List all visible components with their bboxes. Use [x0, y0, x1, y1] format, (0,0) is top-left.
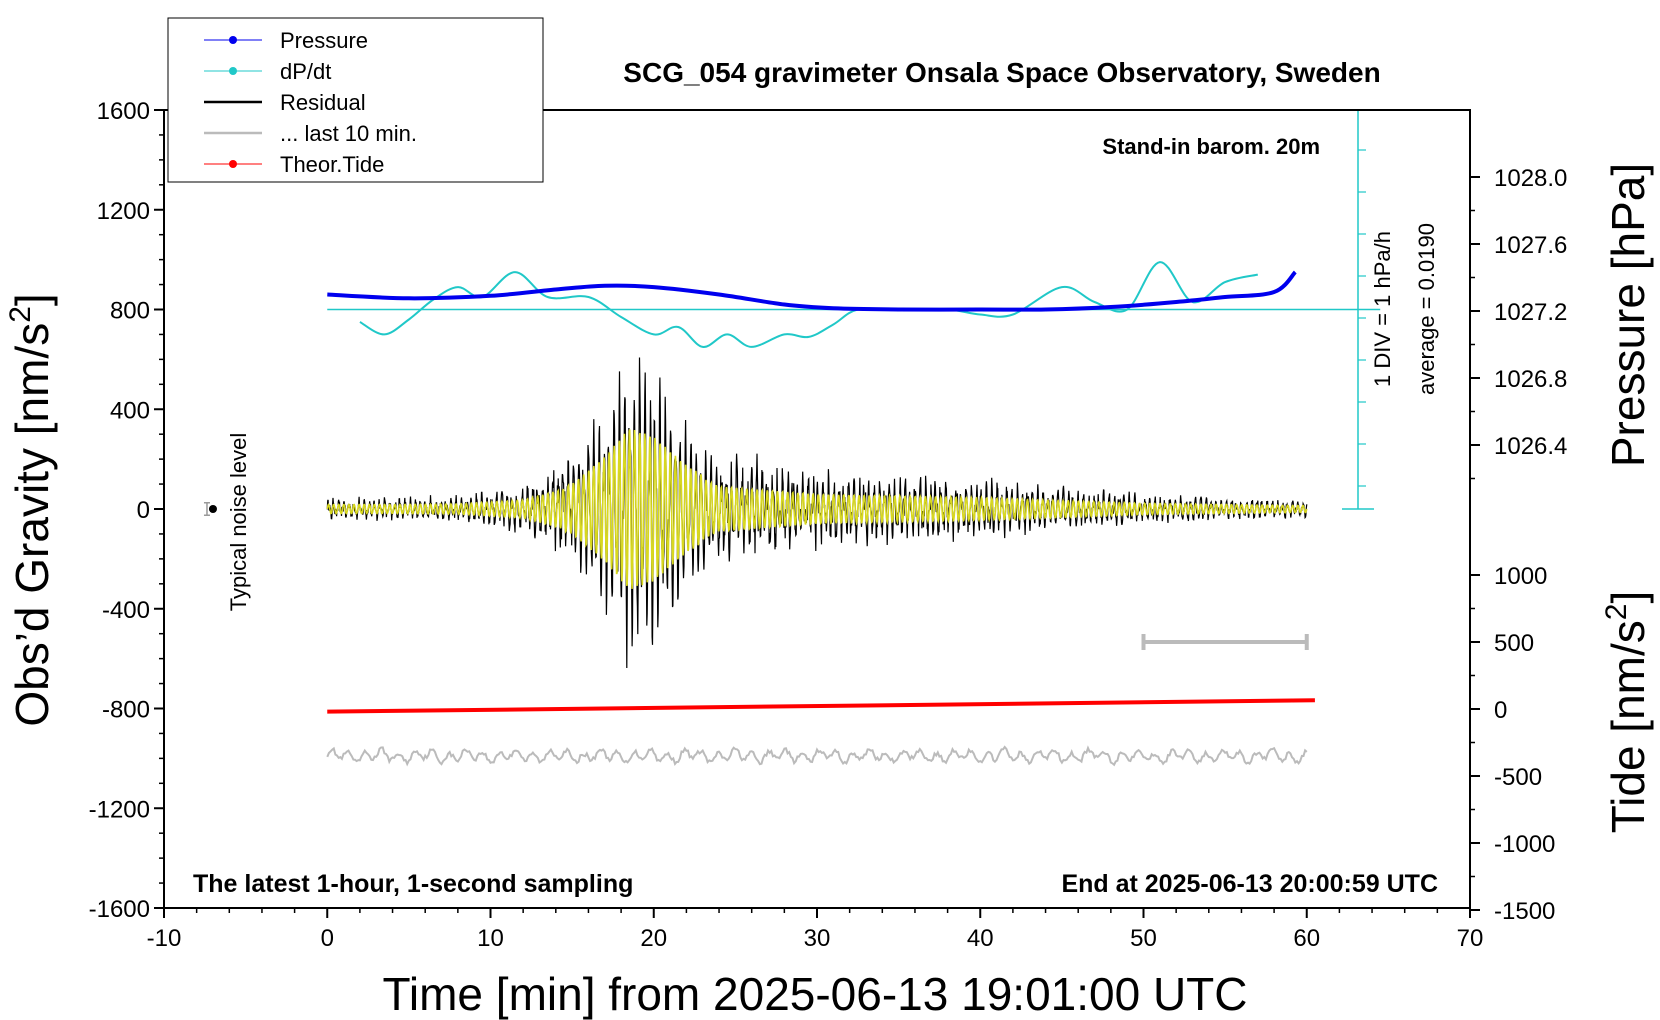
end-time-note: End at 2025-06-13 20:00:59 UTC [1061, 870, 1438, 898]
y-tick-label: -400 [102, 597, 150, 624]
x-tick-label: 50 [1130, 925, 1157, 952]
legend-item: ... last 10 min. [204, 121, 417, 146]
pressure-line [327, 270, 1297, 312]
legend-item: Pressure [204, 28, 368, 53]
noise-level-label: Typical noise level [226, 433, 251, 612]
sampling-note: The latest 1-hour, 1-second sampling [193, 870, 633, 898]
filtered-residual-line [326, 429, 1308, 589]
legend-box [167, 17, 544, 183]
x-tick-label: 70 [1457, 925, 1484, 952]
x-tick-label: 20 [640, 925, 667, 952]
y-tick-label: 800 [110, 298, 150, 325]
legend-marker [229, 67, 237, 75]
last-10-min-trace [326, 745, 1308, 767]
x-tick-label: 10 [477, 925, 504, 952]
legend-item: Residual [204, 90, 366, 115]
y-axis-label-tide: Tide [nm/s2] [1600, 591, 1654, 834]
y-axis-label-pressure: Pressure [hPa] [1602, 163, 1654, 467]
x-tick-label: 30 [804, 925, 831, 952]
tide-tick-label: 0 [1494, 697, 1507, 724]
y-tick-label: 1200 [97, 198, 150, 225]
legend-label: dP/dt [280, 59, 331, 84]
barometer-note: Stand-in barom. 20m [1102, 134, 1320, 159]
legend: Pressure dP/dt Residual ... last 10 min. The… [167, 17, 544, 183]
legend-item: Theor.Tide [204, 152, 384, 177]
legend-label: Residual [280, 90, 366, 115]
tide-tick-label: 500 [1494, 630, 1534, 657]
dpdt-average-label: average = 0.0190 [1414, 223, 1439, 395]
pressure-tick-label: 1027.2 [1494, 299, 1567, 326]
pressure-tick-label: 1027.6 [1494, 232, 1567, 259]
x-axis-label: Time [min] from 2025-06-13 19:01:00 UTC [383, 968, 1248, 1020]
pressure-tick-label: 1028.0 [1494, 165, 1567, 192]
legend-label: ... last 10 min. [280, 121, 417, 146]
y-tick-label: -800 [102, 697, 150, 724]
y-tick-label: -1600 [89, 896, 150, 923]
chart-title: SCG_054 gravimeter Onsala Space Observat… [623, 57, 1380, 88]
pressure-tick-label: 1026.8 [1494, 366, 1567, 393]
theoretical-tide-line [327, 698, 1315, 714]
x-tick-label: 0 [321, 925, 334, 952]
dpdt-scale-label: 1 DIV = 1 hPa/h [1370, 231, 1395, 387]
y-axis-label-left: Obs’d Gravity [nm/s2] [4, 293, 58, 726]
legend-marker [229, 36, 237, 44]
legend-marker [229, 160, 237, 168]
tide-tick-label: -1500 [1494, 898, 1555, 925]
noise-level-point [208, 505, 217, 513]
tide-tick-label: -1000 [1494, 831, 1555, 858]
x-tick-label: -10 [147, 925, 182, 952]
x-tick-label: 40 [967, 925, 994, 952]
legend-label: Pressure [280, 28, 368, 53]
x-tick-label: 60 [1293, 925, 1320, 952]
pressure-tick-label: 1026.4 [1494, 433, 1567, 460]
legend-item: dP/dt [204, 59, 331, 84]
legend-label: Theor.Tide [280, 152, 384, 177]
tide-tick-label: -500 [1494, 764, 1542, 791]
tide-tick-label: 1000 [1494, 563, 1547, 590]
y-tick-label: 0 [137, 497, 150, 524]
y-tick-label: 1600 [97, 98, 150, 125]
y-tick-label: -1200 [89, 796, 150, 823]
y-tick-label: 400 [110, 397, 150, 424]
